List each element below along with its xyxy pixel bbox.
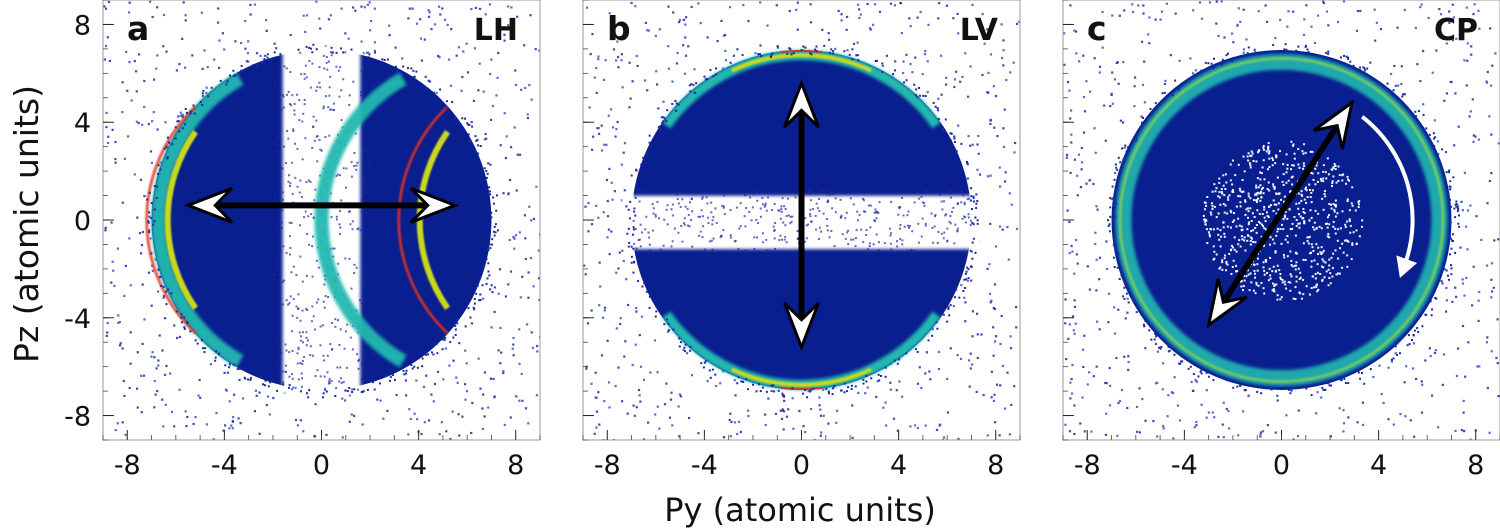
x-tick-label: -4 bbox=[211, 450, 238, 481]
y-tick-label: -4 bbox=[64, 304, 91, 335]
polarization-arrow bbox=[1206, 99, 1355, 329]
x-axis: -8 -4 0 4 8 bbox=[102, 430, 541, 481]
lobe-peak-r bbox=[397, 105, 449, 335]
ring-edge-speckle bbox=[625, 44, 979, 399]
cap-peak-bottom bbox=[780, 386, 823, 391]
y-axis: 8 4 0 -4 -8 bbox=[64, 0, 114, 441]
lobe-glow-r bbox=[314, 72, 407, 368]
x-tick-label: 8 bbox=[987, 450, 1004, 481]
y-axis bbox=[1063, 0, 1074, 441]
panel-b: -8 -4 0 4 8 b LV bbox=[582, 0, 1021, 481]
arrow-head bbox=[409, 186, 460, 224]
panel-letter: a bbox=[127, 9, 149, 48]
x-tick-label: -8 bbox=[114, 450, 141, 481]
y-axis-label: Pz (atomic units) bbox=[7, 85, 46, 363]
lobe-peak-l bbox=[145, 105, 197, 335]
nodal-speckle bbox=[632, 189, 973, 254]
polarization-tag: LH bbox=[474, 13, 518, 48]
x-tick-label: 8 bbox=[507, 450, 524, 481]
x-tick-label: -4 bbox=[1171, 450, 1198, 481]
heatmap-body bbox=[1063, 0, 1500, 440]
x-axis: -8 -4 0 4 8 bbox=[1062, 430, 1500, 481]
ring-edge-speckle bbox=[146, 43, 499, 399]
cap-hot-top bbox=[730, 53, 873, 73]
polarization-arrow bbox=[183, 186, 460, 224]
arrow-head bbox=[183, 186, 234, 224]
x-tick-label: -8 bbox=[1074, 450, 1101, 481]
rotation-arc bbox=[1360, 115, 1415, 266]
polarization-tag: LV bbox=[960, 13, 999, 48]
lobe-hot-l bbox=[164, 130, 198, 310]
y-tick-label: 0 bbox=[74, 206, 91, 237]
x-axis: -8 -4 0 4 8 bbox=[582, 430, 1021, 481]
panel-letter: c bbox=[1087, 9, 1107, 48]
x-tick-label: 0 bbox=[793, 450, 810, 481]
x-tick-label: 4 bbox=[890, 450, 907, 481]
x-tick-label: -8 bbox=[594, 450, 621, 481]
arrow-head bbox=[783, 302, 820, 352]
ring-edge-speckle bbox=[1106, 43, 1461, 397]
rim-hot bbox=[1118, 57, 1445, 383]
heatmap-body bbox=[103, 0, 540, 440]
y-tick-label: -8 bbox=[64, 402, 91, 433]
panel-letter: b bbox=[607, 9, 631, 48]
panel-c: -8 -4 0 4 8 c CP bbox=[1062, 0, 1500, 481]
panel-a: -8 -4 0 4 8 8 4 0 -4 -8 a LH bbox=[64, 0, 541, 481]
x-tick-label: 0 bbox=[1273, 450, 1290, 481]
x-tick-label: 0 bbox=[313, 450, 330, 481]
arrow-head bbox=[1206, 278, 1248, 329]
y-tick-label: 8 bbox=[74, 10, 91, 41]
arrow-head bbox=[783, 78, 820, 129]
y-tick-label: 4 bbox=[74, 108, 91, 139]
arrow-head bbox=[1312, 99, 1355, 150]
x-tick-label: 8 bbox=[1467, 450, 1484, 481]
panels: -8 -4 0 4 8 8 4 0 -4 -8 a LH -8 -4 0 4 8 b LV -8 -4 0 4 8 c CP bbox=[64, 0, 1500, 481]
y-axis bbox=[583, 0, 594, 441]
rim-glow bbox=[1115, 53, 1448, 387]
momentum-sphere bbox=[1111, 50, 1452, 390]
polarization-arrow bbox=[783, 78, 820, 352]
rotation-arrow-head bbox=[1396, 255, 1418, 278]
x-tick-label: 4 bbox=[410, 450, 427, 481]
polarization-tag: CP bbox=[1434, 13, 1478, 48]
rotation-arrow bbox=[1360, 115, 1418, 278]
arrow-shaft bbox=[1220, 122, 1341, 305]
lobe-glow-l bbox=[151, 72, 244, 368]
x-axis-label: Py (atomic units) bbox=[664, 491, 936, 529]
x-tick-label: 4 bbox=[1370, 450, 1387, 481]
x-tick-label: -4 bbox=[691, 450, 718, 481]
cap-hot-bottom bbox=[730, 367, 873, 387]
